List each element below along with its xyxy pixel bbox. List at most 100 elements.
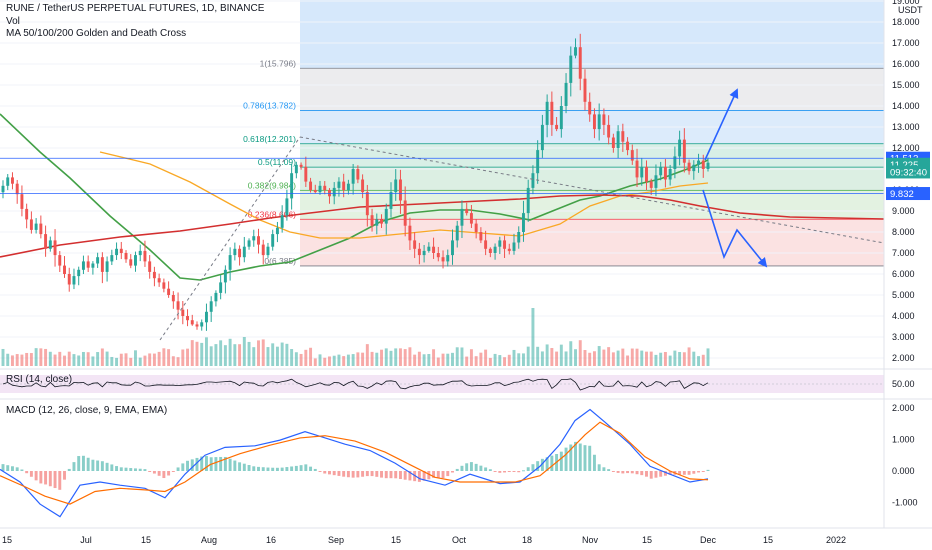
candle-body bbox=[682, 139, 686, 163]
macd-histogram-bar bbox=[436, 471, 440, 478]
macd-histogram-bar bbox=[432, 471, 436, 478]
macd-histogram-bar bbox=[190, 459, 194, 471]
candle-body bbox=[545, 101, 549, 125]
time-axis[interactable]: 15 Jul 15 Aug 16 Sep 15 Oct 18 Nov 15 Dec 15 2022 bbox=[0, 527, 932, 545]
volume-bar bbox=[110, 356, 114, 366]
fib-zone bbox=[300, 68, 884, 111]
macd-histogram-bar bbox=[498, 471, 502, 473]
fib-zone bbox=[300, 143, 884, 168]
macd-histogram-bar bbox=[640, 471, 644, 476]
volume-bar bbox=[588, 352, 592, 366]
macd-histogram-bar bbox=[152, 471, 156, 474]
macd-histogram-bar bbox=[389, 471, 393, 479]
volume-bar bbox=[204, 337, 208, 366]
macd-histogram-bar bbox=[512, 471, 516, 472]
price-axis[interactable]: 19.000 18.000 17.000 16.000 15.000 14.000 13.0… bbox=[883, 0, 930, 528]
volume-bar bbox=[663, 351, 667, 366]
fib-label: 1(15.796) bbox=[260, 58, 297, 68]
volume-bar bbox=[337, 354, 341, 366]
volume-bar bbox=[673, 350, 677, 366]
candle-body bbox=[346, 183, 350, 190]
volume-bar bbox=[261, 339, 265, 366]
time-tick: Oct bbox=[452, 535, 467, 545]
volume-bar bbox=[39, 348, 43, 366]
candle-body bbox=[380, 219, 383, 224]
volume-bar bbox=[697, 356, 701, 366]
macd-histogram-bar bbox=[645, 471, 648, 477]
price-tick: 2.000 bbox=[892, 353, 915, 363]
volume-bar bbox=[701, 354, 705, 366]
candle-body bbox=[422, 250, 426, 256]
volume-bar bbox=[488, 357, 492, 366]
rsi-pane[interactable]: 50.00 bbox=[0, 368, 932, 393]
volume-bar bbox=[678, 352, 682, 366]
volume-bar bbox=[522, 353, 525, 366]
volume-bars bbox=[1, 308, 710, 366]
volume-bar bbox=[200, 342, 204, 366]
candle-body bbox=[484, 240, 488, 249]
macd-histogram-bar bbox=[247, 465, 251, 471]
candle-body bbox=[583, 78, 587, 102]
candle-body bbox=[299, 164, 303, 167]
fib-zone bbox=[300, 219, 884, 266]
volume-bar bbox=[654, 354, 658, 366]
macd-histogram-bar bbox=[682, 471, 686, 475]
candle-body bbox=[607, 124, 611, 138]
candle-body bbox=[659, 166, 663, 176]
macd-histogram-bar bbox=[138, 468, 142, 471]
macd-histogram-bar bbox=[67, 468, 71, 471]
candle-body bbox=[559, 106, 563, 130]
macd-histogram-bar bbox=[403, 471, 407, 480]
volume-bar bbox=[574, 349, 577, 366]
volume-bar bbox=[692, 351, 696, 366]
candle-body bbox=[469, 213, 473, 224]
drawing-arrows[interactable] bbox=[0, 88, 885, 341]
volume-bar bbox=[138, 357, 142, 366]
candle-body bbox=[427, 246, 431, 251]
macd-histogram-bar bbox=[446, 471, 450, 477]
macd-histogram-bar bbox=[176, 467, 180, 471]
candle-body bbox=[63, 265, 66, 274]
time-tick: 15 bbox=[642, 535, 652, 545]
candle-body bbox=[53, 240, 57, 256]
candle-body bbox=[574, 47, 577, 56]
macd-histogram-bar bbox=[257, 466, 260, 471]
macd-histogram-bar bbox=[309, 466, 313, 471]
volume-bar bbox=[398, 348, 402, 366]
candle-body bbox=[148, 261, 152, 272]
macd-tick: 1.000 bbox=[892, 435, 915, 445]
candle-body bbox=[157, 278, 161, 283]
volume-bar bbox=[503, 357, 507, 366]
candle-body bbox=[342, 181, 346, 190]
fibonacci-retracement[interactable]: 1(15.796) 0.786(13.782) 0.618(12.201) 0.5(1… bbox=[243, 58, 884, 267]
volume-bar bbox=[668, 355, 672, 366]
macd-histogram-bar bbox=[266, 467, 270, 471]
volume-bar bbox=[597, 346, 601, 366]
candle-body bbox=[15, 183, 19, 195]
volume-bar bbox=[44, 348, 48, 366]
macd-histogram-bar bbox=[550, 455, 554, 471]
candle-body bbox=[555, 124, 559, 130]
volume-bar bbox=[706, 348, 710, 366]
fib-label: 0.5(11.09) bbox=[258, 157, 296, 167]
candle-body bbox=[25, 208, 29, 220]
candle-body bbox=[465, 208, 469, 214]
macd-histogram-bar bbox=[451, 471, 454, 473]
volume-bar bbox=[526, 346, 530, 366]
macd-histogram-bar bbox=[25, 471, 29, 474]
candle-body bbox=[578, 47, 582, 79]
macd-histogram-bar bbox=[479, 465, 483, 471]
price-tick: 8.000 bbox=[892, 227, 915, 237]
candle-body bbox=[86, 261, 90, 268]
macd-histogram-bar bbox=[186, 460, 189, 471]
volume-bar bbox=[271, 343, 275, 366]
bearish-arrow bbox=[702, 189, 768, 268]
macd-histogram-bar bbox=[20, 469, 24, 471]
candle-body bbox=[337, 181, 341, 188]
macd-pane[interactable]: 2.000 1.000 0.000 -1.000 bbox=[0, 398, 932, 518]
price-tick: 4.000 bbox=[892, 311, 915, 321]
candle-body bbox=[261, 244, 265, 256]
volume-bar bbox=[687, 347, 691, 366]
candle-body bbox=[361, 179, 365, 193]
